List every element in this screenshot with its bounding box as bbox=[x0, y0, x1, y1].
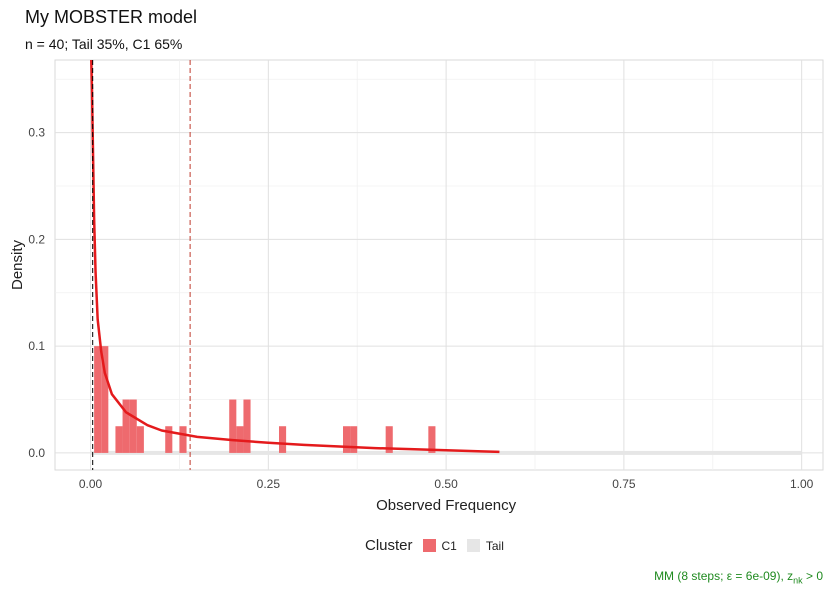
fit-caption: MM (8 steps; ε = 6e-09), znk > 0 bbox=[654, 569, 823, 585]
histogram-bar bbox=[115, 426, 123, 453]
histogram-bar bbox=[350, 426, 358, 453]
histogram-bar bbox=[279, 426, 287, 453]
density-curve bbox=[90, 59, 500, 454]
y-tick-label: 0.0 bbox=[28, 446, 45, 460]
y-tick-label: 0.3 bbox=[28, 126, 45, 140]
legend-item-tail: Tail bbox=[466, 538, 504, 553]
chart-subtitle: n = 40; Tail 35%, C1 65% bbox=[25, 36, 183, 52]
x-tick-label: 0.75 bbox=[612, 477, 636, 491]
histogram-bar bbox=[122, 399, 130, 453]
legend-item-c1: C1 bbox=[422, 538, 457, 553]
histogram-bar bbox=[343, 426, 351, 453]
x-tick-label: 1.00 bbox=[790, 477, 814, 491]
caption-suffix: > 0 bbox=[802, 569, 823, 583]
histogram-bar bbox=[229, 399, 237, 453]
x-tick-label: 0.25 bbox=[257, 477, 281, 491]
legend-swatch-c1 bbox=[422, 539, 436, 552]
histogram-bar bbox=[179, 426, 187, 453]
histogram-bar bbox=[385, 426, 393, 453]
histogram-bar bbox=[165, 426, 173, 453]
histogram-bar bbox=[101, 346, 109, 453]
x-tick-label: 0.00 bbox=[79, 477, 103, 491]
chart-title: My MOBSTER model bbox=[25, 7, 198, 27]
x-axis-title: Observed Frequency bbox=[376, 497, 517, 514]
x-tick-label: 0.50 bbox=[434, 477, 458, 491]
caption-prefix: MM (8 steps; ε = 6e-09), z bbox=[654, 569, 794, 583]
legend-swatch-tail bbox=[466, 539, 480, 552]
y-axis-title: Density bbox=[9, 239, 26, 290]
legend: Cluster C1 Tail bbox=[365, 537, 514, 554]
histogram-bar bbox=[129, 399, 137, 453]
histogram-bar bbox=[428, 426, 436, 453]
panel-border bbox=[54, 59, 824, 471]
histogram-bar bbox=[243, 399, 251, 453]
legend-label-c1: C1 bbox=[441, 538, 457, 553]
y-tick-label: 0.2 bbox=[28, 232, 45, 246]
caption-subscript: nk bbox=[793, 575, 803, 586]
histogram-bar bbox=[94, 346, 102, 453]
histogram-bar bbox=[136, 426, 144, 453]
y-tick-label: 0.1 bbox=[28, 339, 45, 353]
legend-label-tail: Tail bbox=[485, 538, 504, 553]
tail-band bbox=[90, 450, 802, 455]
legend-title: Cluster bbox=[365, 537, 413, 554]
